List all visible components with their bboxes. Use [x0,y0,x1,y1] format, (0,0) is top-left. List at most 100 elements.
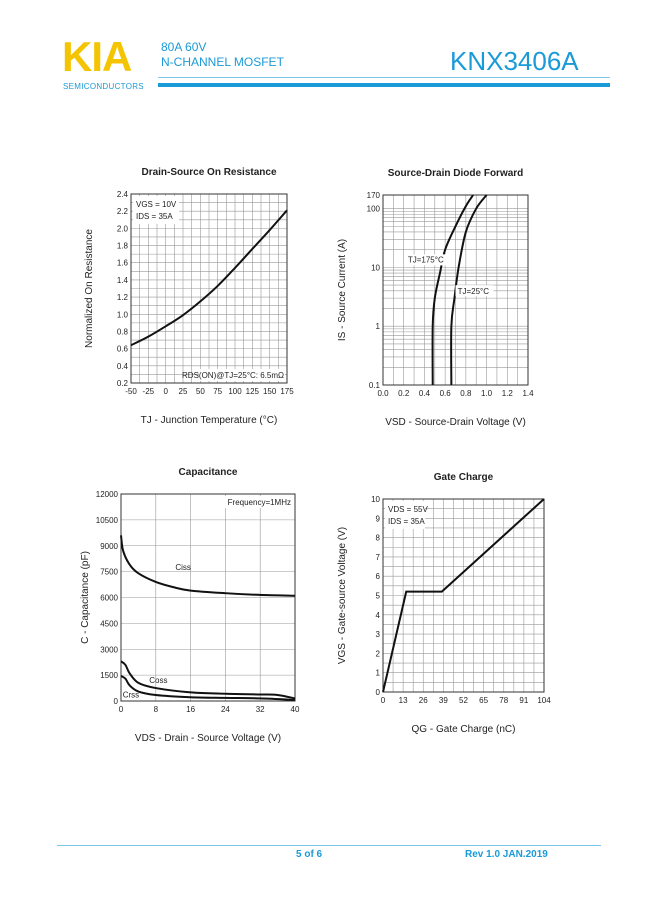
x-tick-label: 8 [154,705,159,714]
x-tick-label: 0.6 [440,389,452,398]
series-line-tj-25-c [450,194,488,386]
y-tick-label: 170 [367,191,381,200]
y-tick-label: 12000 [96,490,119,499]
x-tick-label: 0.0 [377,389,389,398]
x-axis-label: VDS - Drain - Source Voltage (V) [135,733,281,744]
y-tick-label: 1.4 [117,276,129,285]
y-tick-label: 7500 [100,568,118,577]
y-tick-label: 0.8 [117,327,129,336]
x-tick-label: -25 [143,387,155,396]
y-tick-label: 0 [114,697,119,706]
x-tick-label: -50 [125,387,137,396]
y-tick-label: 2.2 [117,207,129,216]
header-divider-thick [158,83,610,87]
y-tick-label: 3 [376,630,381,639]
annotation: TJ=25°C [458,287,490,296]
y-tick-label: 4 [376,611,381,620]
x-axis-label: TJ - Junction Temperature (°C) [141,415,278,426]
rating: 80A 60V [161,40,207,54]
y-tick-label: 1500 [100,671,118,680]
x-tick-label: 75 [213,387,222,396]
y-axis-label: C - Capacitance (pF) [80,551,91,644]
annotation: Crss [123,690,139,699]
y-tick-label: 8 [376,534,381,543]
x-tick-label: 32 [256,705,265,714]
plot-frame [382,498,545,693]
x-tick-label: 52 [459,696,468,705]
kia-logo: KIA [62,33,132,80]
chart-title: Source-Drain Diode Forward [388,168,524,179]
annotation: Ciss [175,563,191,572]
x-tick-label: 125 [246,387,260,396]
x-tick-label: 0.8 [460,389,472,398]
y-tick-label: 2.4 [117,190,129,199]
annotation-box [385,501,425,529]
y-tick-label: 6 [376,572,381,581]
x-tick-label: 0 [119,705,124,714]
y-tick-label: 9 [376,514,381,523]
x-tick-label: 1.0 [481,389,493,398]
y-tick-label: 2.0 [117,224,129,233]
page-number: 5 of 6 [296,849,323,860]
y-tick-label: 1 [376,322,381,331]
y-tick-label: 100 [367,205,381,214]
plot-frame [130,193,288,384]
footer-divider [57,845,601,846]
annotation: IDS = 35A [388,517,425,526]
series-line-ciss [120,535,296,597]
y-tick-label: 3000 [100,645,118,654]
y-tick-label: 1.8 [117,242,129,251]
x-tick-label: 91 [519,696,528,705]
y-tick-label: 4500 [100,619,118,628]
y-tick-label: 1.0 [117,310,129,319]
y-tick-label: 1.6 [117,259,129,268]
series-line-coss [120,660,296,700]
y-axis-label: VGS - Gate-source Voltage (V) [337,527,348,664]
x-tick-label: 0 [163,387,168,396]
x-axis-label: VSD - Source-Drain Voltage (V) [385,417,526,428]
y-tick-label: 0.4 [117,362,129,371]
y-tick-label: 10 [371,263,380,272]
chart-title: Capacitance [179,467,238,478]
x-tick-label: 1.4 [522,389,534,398]
annotation: Frequency=1MHz [228,498,291,507]
y-tick-label: 1 [376,669,381,678]
x-tick-label: 78 [499,696,508,705]
y-tick-label: 0.2 [117,379,129,388]
x-tick-label: 39 [439,696,448,705]
y-tick-label: 0.1 [369,381,381,390]
x-tick-label: 0.4 [419,389,431,398]
annotation: VDS = 55V [388,505,428,514]
y-tick-label: 2 [376,649,381,658]
x-tick-label: 13 [399,696,408,705]
annotation-box [406,254,447,266]
x-tick-label: 100 [228,387,242,396]
x-axis-label: QG - Gate Charge (nC) [412,724,516,735]
y-tick-label: 7 [376,553,381,562]
x-tick-label: 1.2 [502,389,514,398]
y-tick-label: 10 [371,495,380,504]
y-tick-label: 0 [376,688,381,697]
x-tick-label: 175 [280,387,294,396]
y-tick-label: 9000 [100,542,118,551]
x-tick-label: 16 [186,705,195,714]
annotation: VGS = 10V [136,200,177,209]
y-tick-label: 0.6 [117,345,129,354]
x-tick-label: 0.2 [398,389,410,398]
annotation: Coss [149,676,167,685]
x-tick-label: 0 [381,696,386,705]
revision: Rev 1.0 JAN.2019 [465,849,548,860]
x-tick-label: 65 [479,696,488,705]
x-tick-label: 50 [196,387,205,396]
part-number: KNX3406A [450,46,579,76]
series-line-crss [120,675,296,701]
logo-subtitle: SEMICONDUCTORS [63,82,144,91]
x-tick-label: 26 [419,696,428,705]
y-axis-label: Normalized On Resistance [84,229,95,348]
annotation: TJ=175°C [408,255,444,264]
y-tick-label: 6000 [100,594,118,603]
annotation-box [455,285,494,297]
y-tick-label: 5 [376,592,381,601]
plot-frame [120,493,296,702]
x-tick-label: 104 [537,696,551,705]
